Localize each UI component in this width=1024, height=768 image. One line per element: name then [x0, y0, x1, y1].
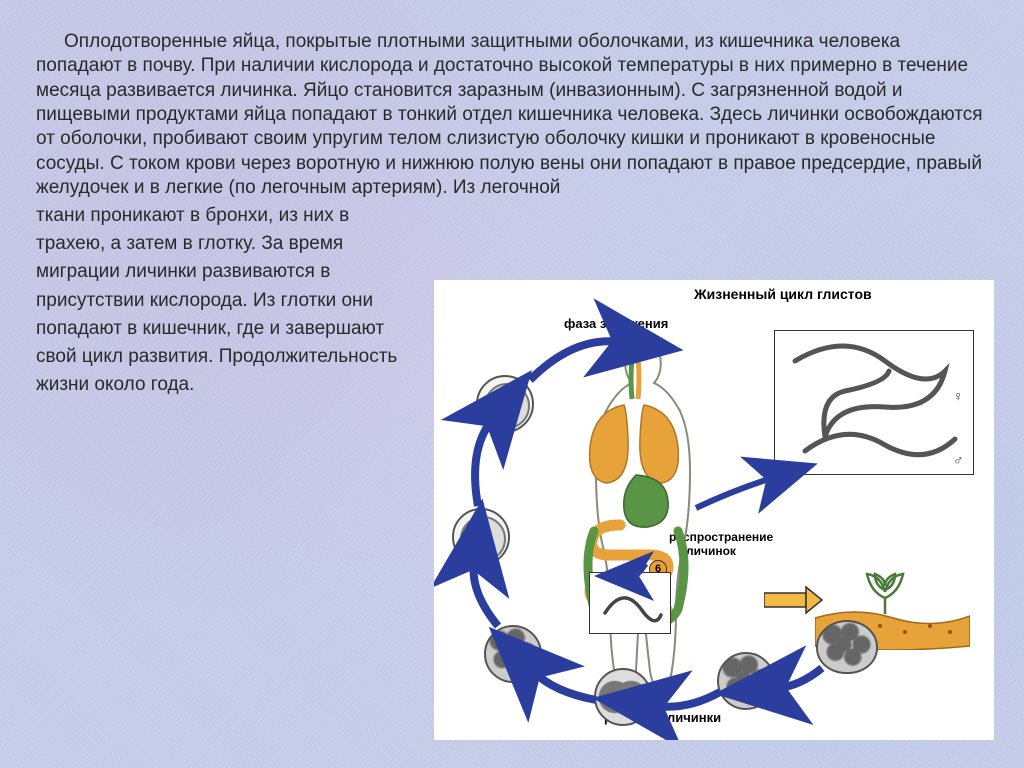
line: присутствии кислорода. Из глотки они [36, 287, 456, 315]
lifecycle-diagram: Жизненный цикл глистов фаза заражения ра… [434, 280, 994, 740]
line: ткани проникают в бронхи, из них в [36, 202, 456, 230]
line: трахею, а затем в глотку. За время [36, 230, 456, 258]
line: попадают в кишечник, где и завершают [36, 315, 456, 343]
line: свой цикл развития. Продолжительность [36, 343, 456, 371]
line: миграции личинки развиваются в [36, 258, 456, 286]
main-paragraph: Оплодотворенные яйца, покрытые плотными … [36, 30, 988, 200]
continuation-text: ткани проникают в бронхи, из них в трахе… [36, 202, 456, 399]
paragraph-text: Оплодотворенные яйца, покрытые плотными … [36, 30, 988, 200]
cycle-arrows [434, 280, 994, 740]
line: жизни около года. [36, 371, 456, 399]
